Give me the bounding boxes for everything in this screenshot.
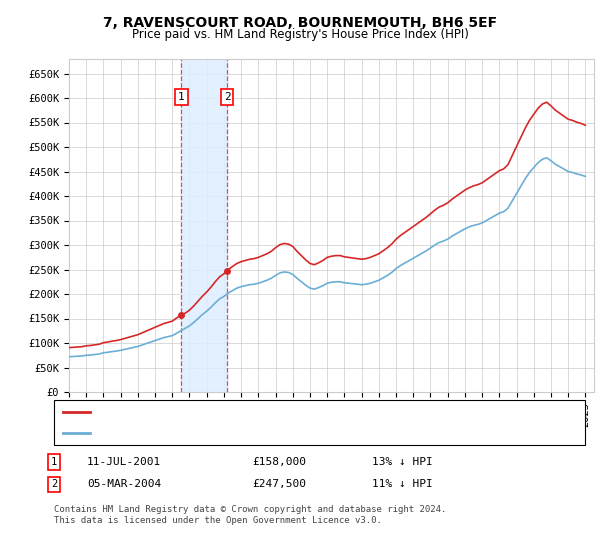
Text: £247,500: £247,500 [252,479,306,489]
Text: 11-JUL-2001: 11-JUL-2001 [87,457,161,467]
Text: 11% ↓ HPI: 11% ↓ HPI [372,479,433,489]
Text: Price paid vs. HM Land Registry's House Price Index (HPI): Price paid vs. HM Land Registry's House … [131,28,469,41]
Text: 7, RAVENSCOURT ROAD, BOURNEMOUTH, BH6 5EF (detached house): 7, RAVENSCOURT ROAD, BOURNEMOUTH, BH6 5E… [95,407,457,417]
Text: Contains HM Land Registry data © Crown copyright and database right 2024.
This d: Contains HM Land Registry data © Crown c… [54,505,446,525]
Text: 1: 1 [178,92,185,102]
Text: 2: 2 [224,92,230,102]
Text: 13% ↓ HPI: 13% ↓ HPI [372,457,433,467]
Bar [181,59,227,392]
Text: 7, RAVENSCOURT ROAD, BOURNEMOUTH, BH6 5EF: 7, RAVENSCOURT ROAD, BOURNEMOUTH, BH6 5E… [103,16,497,30]
Text: 1: 1 [51,457,57,467]
Text: 05-MAR-2004: 05-MAR-2004 [87,479,161,489]
Text: 2: 2 [51,479,57,489]
Text: HPI: Average price, detached house, Bournemouth Christchurch and Poole: HPI: Average price, detached house, Bour… [95,428,532,438]
Text: £158,000: £158,000 [252,457,306,467]
